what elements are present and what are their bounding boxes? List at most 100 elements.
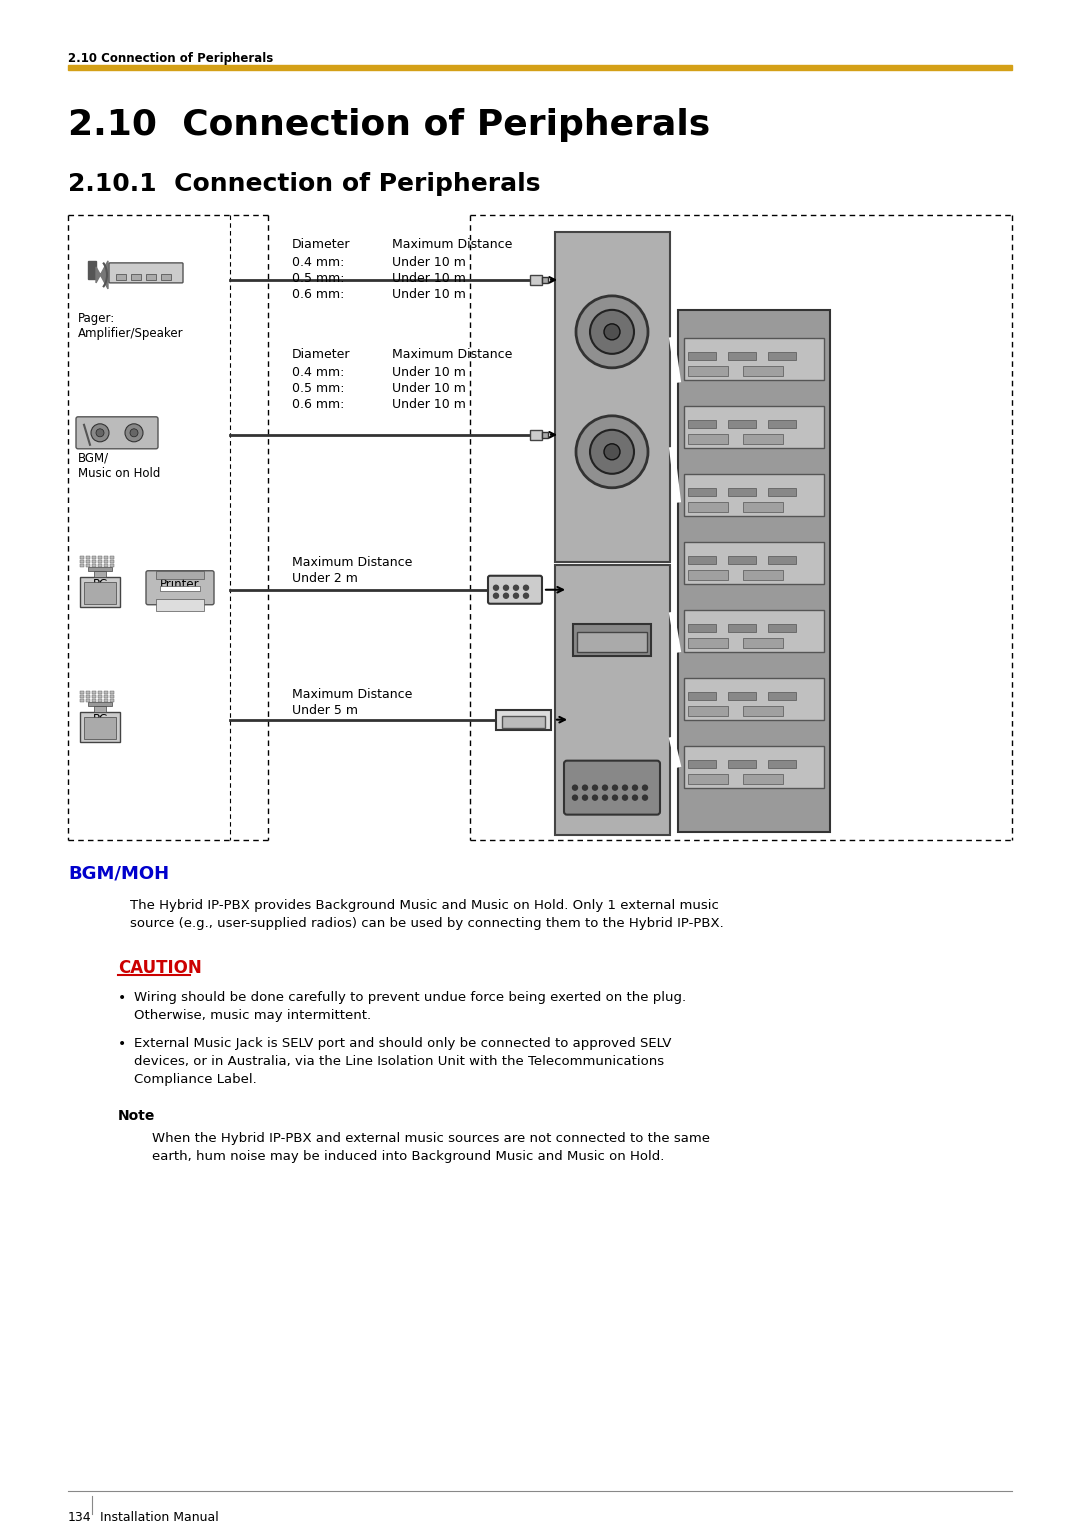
Bar [688,556,716,564]
Bar [573,623,651,656]
Text: Installation Manual: Installation Manual [100,1511,219,1525]
FancyBboxPatch shape [564,761,660,814]
Text: 0.6 mm:: 0.6 mm: [292,287,345,301]
Circle shape [612,785,618,790]
Bar [80,556,84,559]
Bar [577,631,647,652]
Bar [768,487,796,495]
Bar [684,474,824,516]
Bar [688,365,728,376]
Text: devices, or in Australia, via the Line Isolation Unit with the Telecommunication: devices, or in Australia, via the Line I… [134,1054,664,1068]
Bar [84,717,116,738]
Bar [104,698,108,701]
Bar [684,746,824,787]
Text: Pager:
Amplifier/Speaker: Pager: Amplifier/Speaker [78,312,184,339]
Circle shape [622,795,627,801]
Bar [688,420,716,428]
Bar [98,695,102,698]
Bar [80,576,120,607]
Bar [728,759,756,767]
Bar [743,501,783,512]
Bar [728,623,756,631]
Bar [87,701,112,706]
Circle shape [612,795,618,801]
Circle shape [513,585,518,590]
Bar [728,692,756,700]
Bar [684,610,824,652]
Circle shape [604,324,620,339]
Circle shape [576,296,648,368]
Text: source (e.g., user-supplied radios) can be used by connecting them to the Hybrid: source (e.g., user-supplied radios) can … [130,917,724,929]
Bar [688,351,716,359]
Bar [728,351,756,359]
Bar [80,564,84,567]
Bar [80,695,84,698]
Circle shape [494,585,499,590]
Text: Maximum Distance: Maximum Distance [392,238,512,251]
Text: Under 10 m: Under 10 m [392,365,465,379]
Bar [678,310,831,831]
Bar [110,695,114,698]
Text: Under 10 m: Under 10 m [392,272,465,284]
Bar [86,556,90,559]
Circle shape [603,795,607,801]
Bar [688,706,728,715]
Text: Under 10 m: Under 10 m [392,397,465,411]
Text: PC: PC [93,712,108,726]
Bar [530,429,542,440]
Text: Under 10 m: Under 10 m [392,382,465,394]
Circle shape [130,429,138,437]
Text: •: • [118,1036,126,1051]
Text: 134: 134 [68,1511,92,1525]
Bar [502,715,545,727]
Bar [98,691,102,694]
Bar [743,365,783,376]
Bar [743,570,783,579]
Text: Otherwise, music may intermittent.: Otherwise, music may intermittent. [134,1008,372,1022]
Bar [80,698,84,701]
Text: 0.6 mm:: 0.6 mm: [292,397,345,411]
FancyBboxPatch shape [76,417,158,449]
Circle shape [524,585,528,590]
Bar [98,556,102,559]
Circle shape [590,429,634,474]
Bar [110,559,114,562]
Text: Maximum Distance: Maximum Distance [392,348,512,361]
Text: 0.4 mm:: 0.4 mm: [292,365,345,379]
Text: BGM/
Music on Hold: BGM/ Music on Hold [78,452,160,480]
Bar [156,599,204,611]
Circle shape [603,785,607,790]
Circle shape [582,785,588,790]
Bar [92,691,96,694]
Bar [688,570,728,579]
Bar [84,582,116,604]
Bar [104,695,108,698]
Circle shape [593,785,597,790]
Bar [86,698,90,701]
Bar [688,501,728,512]
Circle shape [593,795,597,801]
Circle shape [524,593,528,599]
Bar [768,556,796,564]
FancyBboxPatch shape [109,263,183,283]
Text: Diameter: Diameter [292,348,351,361]
Text: When the Hybrid IP-PBX and external music sources are not connected to the same: When the Hybrid IP-PBX and external musi… [152,1132,710,1146]
Bar [728,556,756,564]
Bar [110,691,114,694]
Bar [110,564,114,567]
Bar [743,637,783,648]
Bar [98,559,102,562]
Text: The Hybrid IP-PBX provides Background Music and Music on Hold. Only 1 external m: The Hybrid IP-PBX provides Background Mu… [130,898,719,912]
Circle shape [643,785,648,790]
Bar [743,706,783,715]
Bar [684,338,824,380]
Bar [684,406,824,448]
Polygon shape [96,261,108,289]
Bar [728,420,756,428]
Bar [131,274,141,280]
Bar [542,277,548,283]
Bar [104,691,108,694]
Bar [156,571,204,579]
FancyBboxPatch shape [488,576,542,604]
Bar [98,698,102,701]
